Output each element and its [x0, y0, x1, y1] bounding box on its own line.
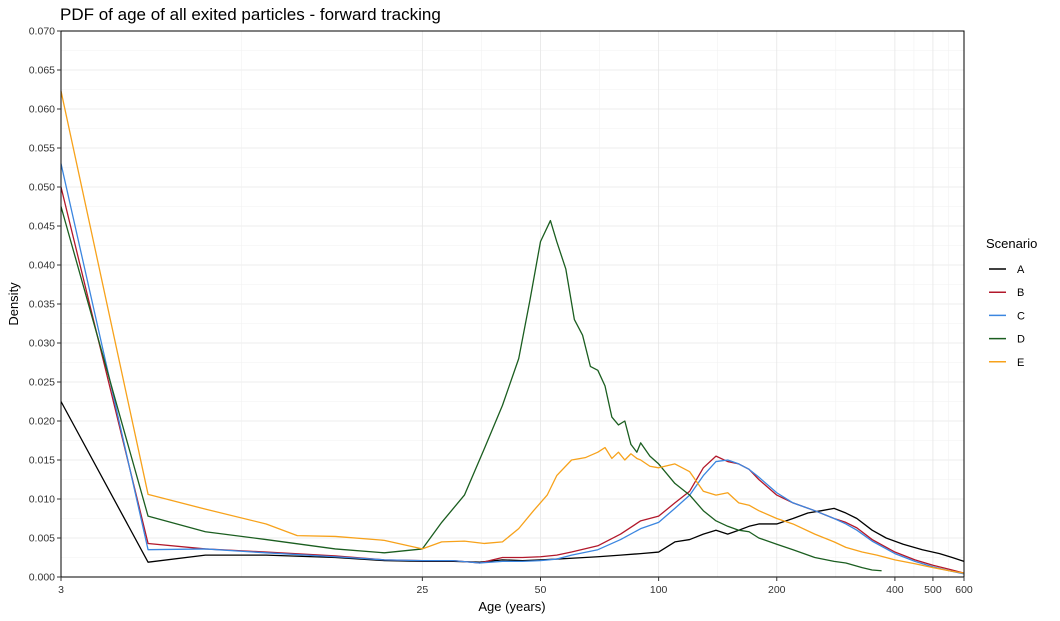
x-tick-label: 500 [924, 584, 942, 596]
legend-label-e: E [1017, 357, 1024, 369]
y-axis-title: Density [6, 282, 21, 326]
x-tick-label: 200 [768, 584, 786, 596]
legend-label-a: A [1017, 264, 1025, 276]
y-tick-label: 0.055 [29, 143, 55, 155]
legend-title: Scenario [986, 236, 1037, 251]
x-tick-label: 600 [955, 584, 973, 596]
series-line-e [60, 90, 965, 574]
x-axis: 3 25 50 100 200 400 500 600 [58, 577, 973, 596]
y-tick-label: 0.025 [29, 377, 55, 389]
y-tick-label: 0.070 [29, 26, 55, 38]
x-tick-label: 50 [535, 584, 547, 596]
x-axis-title: Age (years) [478, 599, 545, 614]
y-tick-label: 0.005 [29, 533, 55, 545]
y-tick-label: 0.015 [29, 455, 55, 467]
grid-lines [60, 30, 965, 578]
series-line-d [60, 206, 882, 572]
y-tick-label: 0.050 [29, 182, 55, 194]
y-axis: 0.000 0.005 0.010 0.015 0.020 0.025 0.030 0.035… [29, 26, 61, 584]
legend-label-c: C [1017, 310, 1025, 322]
y-tick-label: 0.065 [29, 65, 55, 77]
y-tick-label: 0.040 [29, 260, 55, 272]
y-tick-label: 0.060 [29, 104, 55, 116]
x-tick-label: 100 [650, 584, 668, 596]
x-tick-label: 400 [886, 584, 904, 596]
y-tick-label: 0.000 [29, 572, 55, 584]
y-tick-label: 0.010 [29, 494, 55, 506]
series-line-c [60, 163, 965, 575]
chart-title: PDF of age of all exited particles - for… [60, 5, 441, 24]
x-tick-label: 3 [58, 584, 64, 596]
legend-label-b: B [1017, 287, 1024, 299]
y-tick-label: 0.030 [29, 338, 55, 350]
series-lines [60, 90, 965, 575]
y-tick-label: 0.020 [29, 416, 55, 428]
y-tick-label: 0.035 [29, 299, 55, 311]
series-line-b [60, 186, 965, 574]
series-line-a [60, 401, 965, 563]
legend-label-d: D [1017, 334, 1025, 346]
x-tick-label: 25 [417, 584, 429, 596]
y-tick-label: 0.045 [29, 221, 55, 233]
